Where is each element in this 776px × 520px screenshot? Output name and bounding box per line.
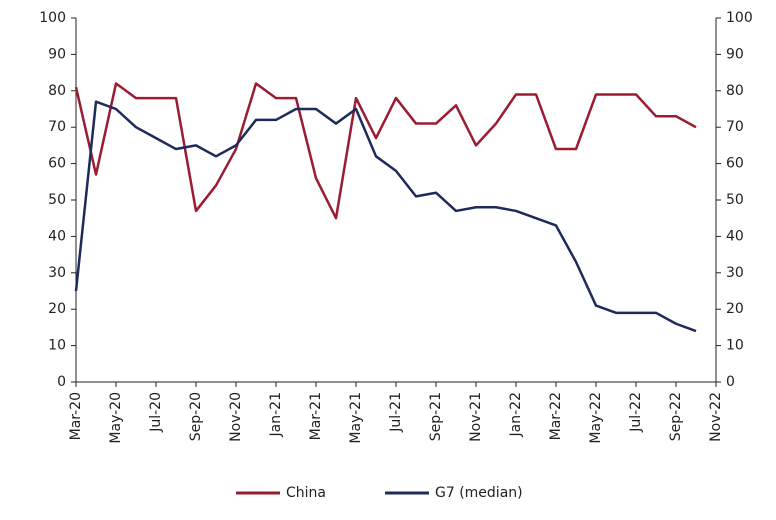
series-line — [74, 82, 697, 220]
y2-tick-label: 90 — [726, 46, 744, 62]
y2-tick-label: 10 — [726, 338, 744, 354]
y-tick-label: 30 — [48, 265, 66, 281]
x-tick-label: Mar-22 — [548, 392, 564, 440]
legend-label: China — [286, 485, 326, 501]
x-tick-label: May-22 — [588, 392, 604, 444]
x-tick-label: Jul-20 — [148, 392, 164, 433]
y2-tick-label: 30 — [726, 265, 744, 281]
x-tick-label: Mar-20 — [68, 392, 84, 440]
x-tick-label: Nov-20 — [228, 392, 244, 442]
y-tick-label: 10 — [48, 338, 66, 354]
x-tick-label: May-21 — [348, 392, 364, 444]
x-tick-label: Jul-21 — [388, 392, 404, 433]
y2-tick-label: 80 — [726, 83, 744, 99]
y-tick-label: 0 — [57, 374, 66, 390]
y2-tick-label: 0 — [726, 374, 735, 390]
y2-tick-label: 40 — [726, 228, 744, 244]
y2-tick-label: 20 — [726, 301, 744, 317]
y-tick-label: 90 — [48, 46, 66, 62]
x-tick-label: Nov-22 — [708, 392, 724, 442]
y-tick-label: 60 — [48, 156, 66, 172]
y-tick-label: 50 — [48, 192, 66, 208]
y2-tick-label: 70 — [726, 119, 744, 135]
x-tick-label: Sep-20 — [188, 392, 204, 441]
y-tick-label: 80 — [48, 83, 66, 99]
legend-label: G7 (median) — [435, 485, 523, 501]
y-tick-label: 20 — [48, 301, 66, 317]
y-tick-label: 100 — [39, 10, 66, 26]
y-tick-label: 70 — [48, 119, 66, 135]
x-tick-label: Sep-22 — [668, 392, 684, 441]
y2-tick-label: 100 — [726, 10, 753, 26]
series-line — [74, 100, 697, 333]
x-tick-label: Jan-21 — [268, 392, 284, 437]
x-tick-label: Jan-22 — [508, 392, 524, 437]
x-tick-label: May-20 — [108, 392, 124, 444]
x-tick-label: Jul-22 — [628, 392, 644, 433]
x-tick-label: Nov-21 — [468, 392, 484, 442]
y2-tick-label: 50 — [726, 192, 744, 208]
x-tick-label: Mar-21 — [308, 392, 324, 440]
x-tick-label: Sep-21 — [428, 392, 444, 441]
y2-tick-label: 60 — [726, 156, 744, 172]
y-tick-label: 40 — [48, 228, 66, 244]
